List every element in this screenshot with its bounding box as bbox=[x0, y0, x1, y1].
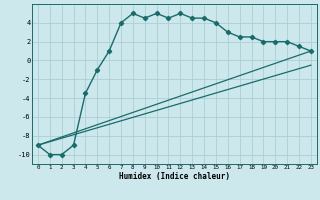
X-axis label: Humidex (Indice chaleur): Humidex (Indice chaleur) bbox=[119, 172, 230, 181]
